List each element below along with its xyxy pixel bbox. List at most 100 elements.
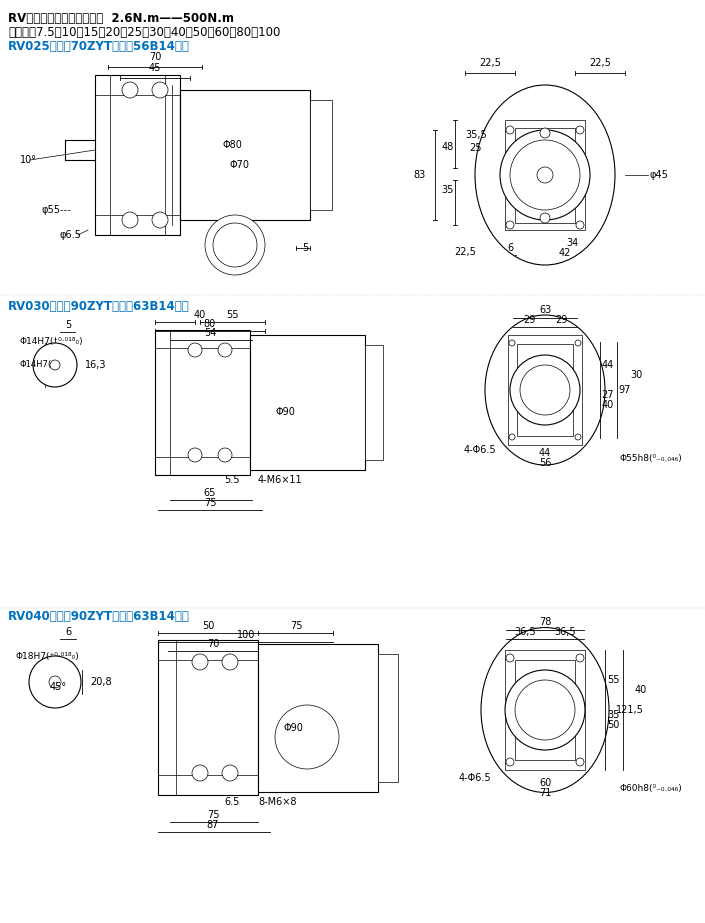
Text: 29: 29 <box>523 315 535 325</box>
Text: Φ14H7(: Φ14H7( <box>20 361 52 369</box>
Text: Φ90: Φ90 <box>283 723 303 733</box>
Circle shape <box>576 126 584 134</box>
Text: 22,5: 22,5 <box>479 58 501 68</box>
Text: 56: 56 <box>539 458 551 468</box>
Text: Φ14H7(⁺⁰·⁰¹⁸₀): Φ14H7(⁺⁰·⁰¹⁸₀) <box>20 337 84 346</box>
Text: 27: 27 <box>602 390 614 400</box>
Bar <box>258 644 378 792</box>
Text: 22,5: 22,5 <box>454 247 476 257</box>
Text: 4-Φ6.5: 4-Φ6.5 <box>464 445 496 455</box>
Circle shape <box>575 340 581 346</box>
Text: 35: 35 <box>442 185 454 195</box>
Ellipse shape <box>485 315 605 465</box>
Text: 65: 65 <box>204 488 216 498</box>
Text: 减速比：7.5、10、15、20、25、30、40、50、60、80、100: 减速比：7.5、10、15、20、25、30、40、50、60、80、100 <box>8 26 281 39</box>
Circle shape <box>50 360 60 370</box>
Bar <box>310 100 332 210</box>
Text: 40: 40 <box>194 310 206 320</box>
Circle shape <box>188 448 202 462</box>
Text: φ55: φ55 <box>41 205 60 215</box>
Circle shape <box>152 82 168 98</box>
Text: 80: 80 <box>204 319 216 329</box>
Circle shape <box>576 221 584 229</box>
Circle shape <box>506 126 514 134</box>
Text: 75: 75 <box>290 621 302 631</box>
Text: 45°: 45° <box>50 682 67 692</box>
Text: Φ60h8(⁰₋₀.₀₄₆): Φ60h8(⁰₋₀.₀₄₆) <box>620 784 682 793</box>
Text: 75: 75 <box>204 498 216 508</box>
Text: 50: 50 <box>202 621 214 631</box>
Text: Φ70: Φ70 <box>230 160 250 170</box>
Text: 45: 45 <box>149 63 161 73</box>
Text: 55: 55 <box>226 310 238 320</box>
Text: 121,5: 121,5 <box>616 705 644 715</box>
Text: 78: 78 <box>539 617 551 627</box>
Text: 16,3: 16,3 <box>85 360 106 370</box>
Bar <box>508 335 582 445</box>
Text: 100: 100 <box>237 630 255 640</box>
Text: 44: 44 <box>539 448 551 458</box>
Text: 29: 29 <box>555 315 568 325</box>
Text: 87: 87 <box>207 820 219 830</box>
Text: φ6.5: φ6.5 <box>59 230 81 240</box>
Text: 71: 71 <box>539 788 551 798</box>
Text: 20,8: 20,8 <box>90 677 111 687</box>
Text: 4-M6×11: 4-M6×11 <box>258 475 302 485</box>
Circle shape <box>218 448 232 462</box>
Circle shape <box>506 758 514 766</box>
Circle shape <box>213 223 257 267</box>
Bar <box>95 75 180 235</box>
Text: 8-M6×8: 8-M6×8 <box>258 797 297 807</box>
Text: 50: 50 <box>607 720 619 730</box>
Bar <box>250 335 365 470</box>
Circle shape <box>33 343 77 387</box>
Text: 70: 70 <box>207 639 219 649</box>
Text: 5.5: 5.5 <box>224 475 240 485</box>
Circle shape <box>188 343 202 357</box>
Circle shape <box>515 680 575 740</box>
Circle shape <box>152 212 168 228</box>
Text: 22,5: 22,5 <box>589 58 611 68</box>
Text: 42: 42 <box>559 248 571 258</box>
Text: 63: 63 <box>539 305 551 315</box>
Text: 25: 25 <box>470 143 482 153</box>
Circle shape <box>576 654 584 662</box>
Circle shape <box>275 705 339 769</box>
Text: Φ55h8(⁰₋₀.₀₄₆): Φ55h8(⁰₋₀.₀₄₆) <box>620 453 682 462</box>
Text: 40: 40 <box>602 400 614 410</box>
Ellipse shape <box>481 628 609 793</box>
Circle shape <box>500 130 590 220</box>
Bar <box>517 344 573 436</box>
Circle shape <box>218 343 232 357</box>
Text: φ45: φ45 <box>650 170 669 180</box>
Text: RV系列蜗轮减速器输出力矩  2.6N.m——500N.m: RV系列蜗轮减速器输出力矩 2.6N.m——500N.m <box>8 12 234 25</box>
Circle shape <box>49 676 61 688</box>
Text: 48: 48 <box>442 142 454 152</box>
Circle shape <box>29 656 81 708</box>
Text: 60: 60 <box>539 778 551 788</box>
Bar <box>505 650 585 770</box>
Circle shape <box>122 82 138 98</box>
Text: 6: 6 <box>507 243 513 253</box>
Text: 70: 70 <box>149 52 161 62</box>
Circle shape <box>506 221 514 229</box>
Circle shape <box>222 765 238 781</box>
Text: 40: 40 <box>635 685 647 695</box>
Text: 36,5: 36,5 <box>514 627 536 637</box>
Circle shape <box>537 167 553 183</box>
Text: 44: 44 <box>602 360 614 370</box>
Bar <box>515 660 575 760</box>
Text: Φ90: Φ90 <box>275 407 295 417</box>
Circle shape <box>506 654 514 662</box>
Circle shape <box>205 215 265 275</box>
Bar <box>180 90 310 220</box>
Circle shape <box>192 654 208 670</box>
Circle shape <box>509 434 515 440</box>
Ellipse shape <box>475 85 615 265</box>
Text: RV030系列配90ZYT电机，63B14法兰: RV030系列配90ZYT电机，63B14法兰 <box>8 300 190 313</box>
Circle shape <box>509 340 515 346</box>
Text: 75: 75 <box>207 810 219 820</box>
Circle shape <box>192 765 208 781</box>
Text: 35: 35 <box>607 710 619 720</box>
Text: 83: 83 <box>414 170 426 180</box>
